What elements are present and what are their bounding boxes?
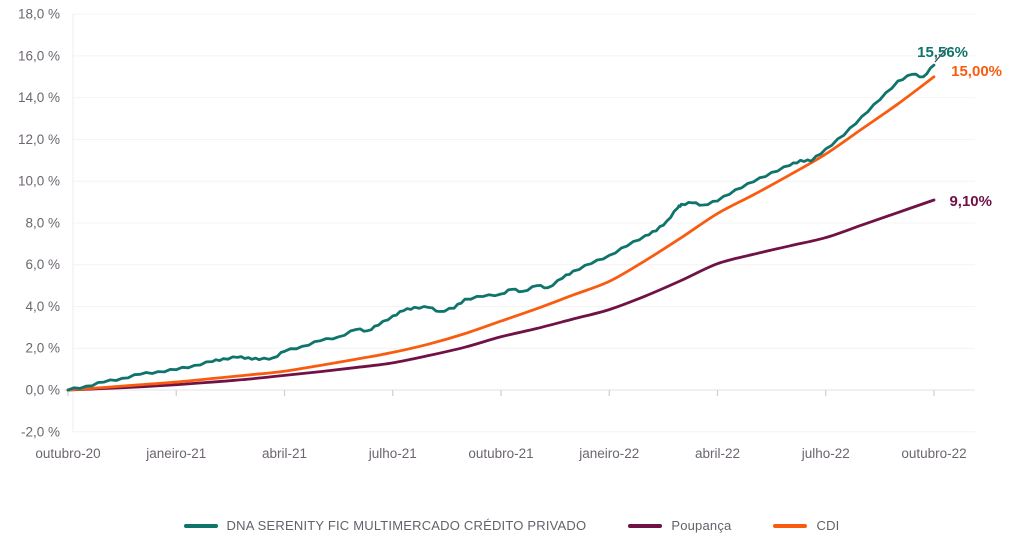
x-tick-label: janeiro-21 [145,446,206,461]
y-tick-label: 6,0 % [25,257,60,272]
x-tick-label: abril-22 [695,446,740,461]
series-line-cdi [66,75,936,392]
y-tick-label: 0,0 % [25,383,60,398]
x-tick-label: outubro-22 [901,446,966,461]
legend-label-dna-serenity: DNA SERENITY FIC MULTIMERCADO CRÉDITO PR… [226,518,587,533]
chart-legend: DNA SERENITY FIC MULTIMERCADO CRÉDITO PR… [0,518,1023,533]
y-gridlines [64,13,975,433]
legend-swatch-cdi-icon [773,523,808,528]
legend-item-poupanca: Poupança [628,518,731,533]
y-tick-label: -2,0 % [21,424,60,439]
y-tick-label: 4,0 % [25,299,60,314]
y-tick-label: 18,0 % [18,7,60,22]
legend-item-cdi: CDI [773,518,839,533]
performance-line-chart: 18,0 % 16,0 % 14,0 % 12,0 % 10,0 % 8,0 % 6,0 %… [18,7,1002,461]
x-tick-label: janeiro-22 [578,446,639,461]
x-tick-label: outubro-20 [35,446,100,461]
x-ticks [67,390,935,396]
legend-swatch-poupanca-icon [628,523,663,528]
legend-label-cdi: CDI [816,518,840,533]
x-tick-label: outubro-21 [468,446,533,461]
legend-label-poupanca: Poupança [671,518,732,533]
x-tick-label: julho-22 [801,446,850,461]
y-tick-label: 14,0 % [18,90,60,105]
legend-item-dna-serenity: DNA SERENITY FIC MULTIMERCADO CRÉDITO PR… [183,518,587,533]
y-axis-labels: 18,0 % 16,0 % 14,0 % 12,0 % 10,0 % 8,0 % 6,0 %… [18,7,60,440]
end-label-leader-line [934,47,948,63]
legend-swatch-dna-serenity-icon [183,523,218,528]
y-tick-label: 10,0 % [18,174,60,189]
series-line-poupanca [66,198,936,392]
x-tick-label: abril-21 [262,446,307,461]
series-line-dna-serenity [66,63,936,392]
series-end-label-cdi: 15,00% [951,63,1002,80]
series-end-label-dna-serenity: 15,56% [917,44,968,61]
x-axis-labels: outubro-20 janeiro-21 abril-21 julho-21 outu… [35,446,966,461]
series-end-label-poupanca: 9,10% [949,193,992,210]
y-tick-label: 12,0 % [18,132,60,147]
x-tick-label: julho-21 [368,446,417,461]
y-tick-label: 16,0 % [18,48,60,63]
y-tick-label: 2,0 % [25,341,60,356]
y-tick-label: 8,0 % [25,215,60,230]
